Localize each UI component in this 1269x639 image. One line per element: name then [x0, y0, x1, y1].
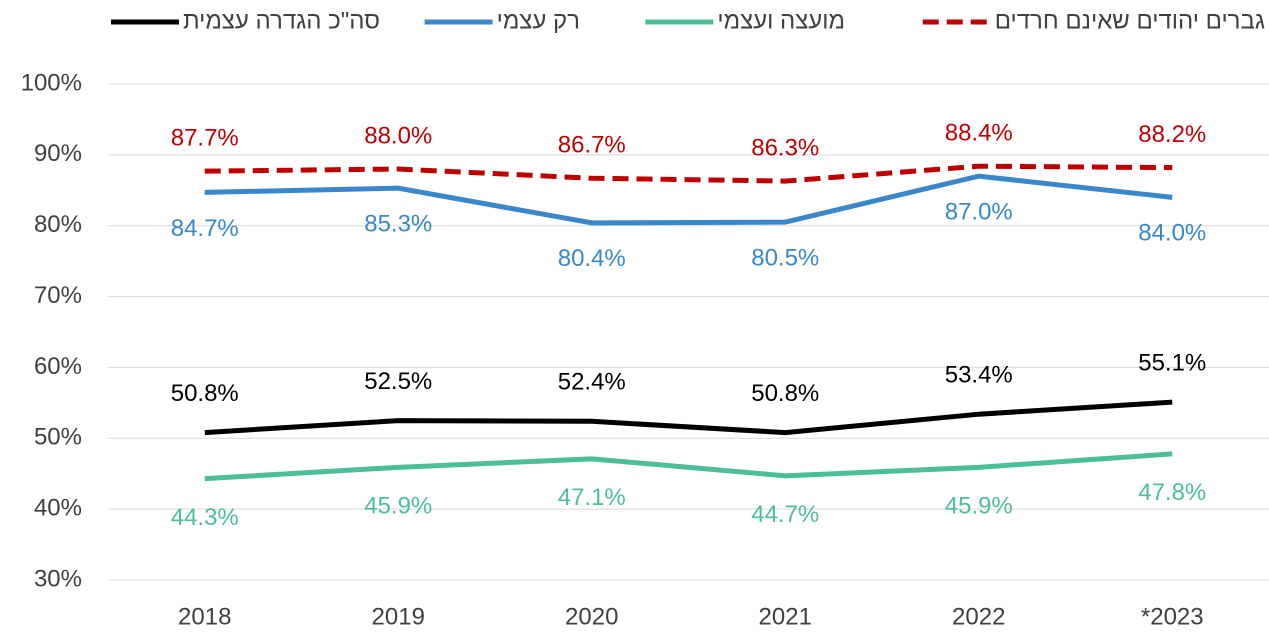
y-tick-label: 40% [34, 494, 82, 521]
data-label: 47.1% [558, 484, 626, 511]
y-tick-label: 30% [34, 565, 82, 592]
y-tick-label: 70% [34, 282, 82, 309]
data-label: 50.8% [171, 380, 239, 407]
x-tick-label: 2022 [952, 603, 1005, 630]
data-label: 88.4% [945, 120, 1013, 147]
data-label: 80.5% [751, 245, 819, 272]
y-tick-label: 90% [34, 140, 82, 167]
legend-label: סה"כ הגדרה עצמית [183, 7, 380, 34]
series-line [204, 163, 1173, 184]
y-tick-label: 100% [21, 69, 82, 96]
data-label: 52.4% [558, 369, 626, 396]
x-tick-label: 2019 [372, 603, 425, 630]
series-line [204, 399, 1173, 436]
data-label: 86.7% [558, 132, 626, 159]
data-label: 88.2% [1138, 121, 1206, 148]
y-tick-label: 50% [34, 424, 82, 451]
data-label: 85.3% [364, 211, 432, 238]
x-tick-label: *2023 [1141, 603, 1204, 630]
data-label: 50.8% [751, 380, 819, 407]
y-tick-label: 60% [34, 353, 82, 380]
data-label: 84.0% [1138, 220, 1206, 247]
legend-label: גברים יהודים שאינם חרדים [995, 7, 1265, 34]
series-line [204, 451, 1173, 482]
data-label: 87.0% [945, 198, 1013, 225]
data-label: 45.9% [364, 493, 432, 520]
data-label: 84.7% [171, 215, 239, 242]
data-label: 80.4% [558, 245, 626, 272]
series-line [204, 173, 1173, 226]
x-tick-label: 2020 [565, 603, 618, 630]
data-label: 44.7% [751, 501, 819, 528]
data-label: 47.8% [1138, 479, 1206, 506]
data-label: 53.4% [945, 362, 1013, 389]
legend-label: רק עצמי [497, 7, 580, 34]
data-label: 55.1% [1138, 349, 1206, 376]
data-label: 52.5% [364, 368, 432, 395]
x-tick-label: 2018 [178, 603, 231, 630]
data-label: 88.0% [364, 122, 432, 149]
data-label: 86.3% [751, 134, 819, 161]
data-label: 45.9% [945, 493, 1013, 520]
x-tick-label: 2021 [759, 603, 812, 630]
legend-label: מועצה ועצמי [717, 7, 845, 34]
data-label: 44.3% [171, 504, 239, 531]
y-tick-label: 80% [34, 211, 82, 238]
data-label: 87.7% [171, 124, 239, 151]
